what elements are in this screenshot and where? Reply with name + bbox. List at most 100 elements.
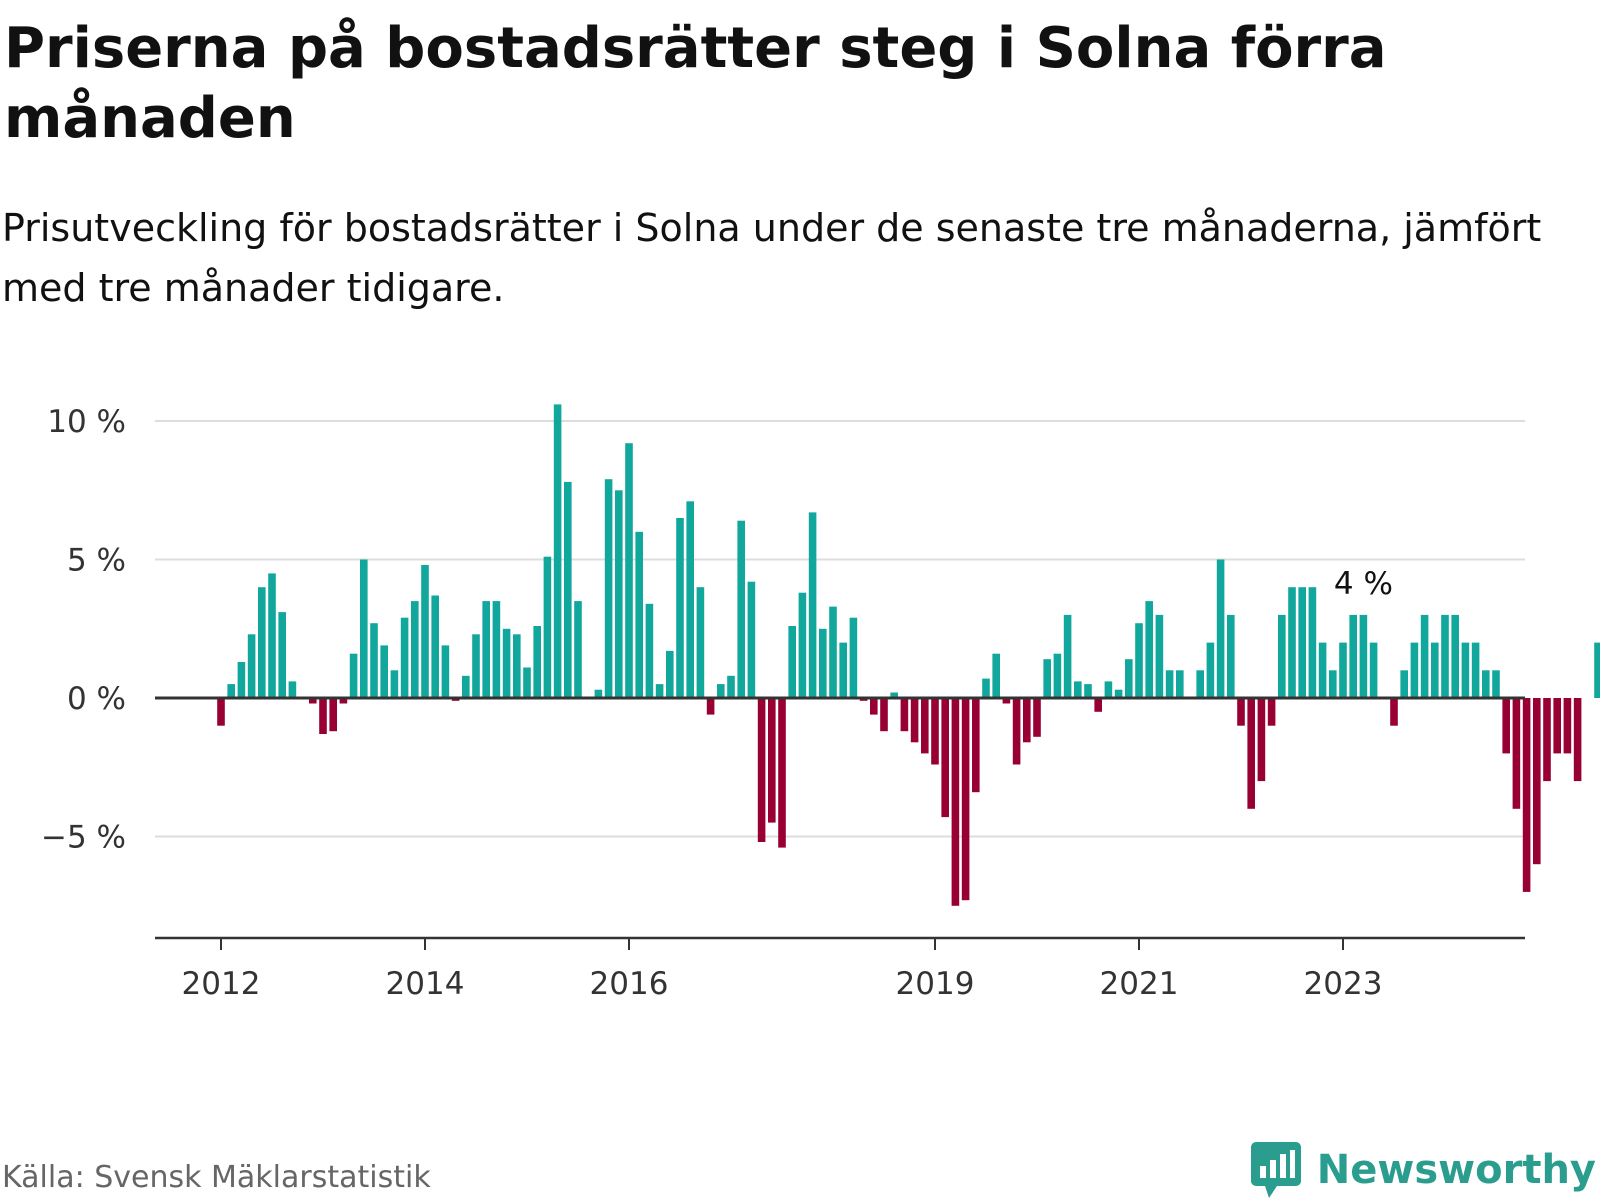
bar-positive xyxy=(1298,587,1306,698)
bar-positive xyxy=(1165,670,1174,698)
bar-negative xyxy=(941,698,949,818)
bar-positive xyxy=(482,601,490,699)
bar-positive xyxy=(1288,587,1296,698)
brand-name: Newsworthy xyxy=(1316,1147,1596,1193)
bar-positive xyxy=(829,606,837,698)
bar-positive xyxy=(1227,614,1235,698)
bar-positive xyxy=(1308,587,1317,698)
source-note: Källa: Svensk Mäklarstatistik xyxy=(2,1160,431,1195)
bar-negative xyxy=(309,698,317,704)
bar-positive xyxy=(1145,601,1153,699)
bar-positive xyxy=(594,689,603,698)
bar-positive xyxy=(666,650,674,698)
bar-negative xyxy=(1094,698,1102,712)
bar-negative xyxy=(1533,698,1541,865)
bar-positive xyxy=(1155,614,1164,698)
bar-positive xyxy=(1196,670,1204,698)
y-tick-label: 10 % xyxy=(47,404,126,440)
bar-negative xyxy=(1247,698,1255,809)
bar-negative xyxy=(757,698,766,842)
bar-positive xyxy=(564,481,572,698)
bar-positive xyxy=(1594,642,1600,698)
bar-positive xyxy=(1339,642,1347,698)
bar-negative xyxy=(870,698,878,715)
bar-positive xyxy=(1329,670,1337,698)
bar-negative xyxy=(1512,698,1521,809)
bar-negative xyxy=(1267,698,1276,726)
bar-positive xyxy=(727,675,735,698)
bar-positive xyxy=(676,518,684,698)
bar-positive xyxy=(1420,614,1429,698)
bar-positive xyxy=(737,520,745,698)
bar-positive xyxy=(992,653,1000,698)
bar-positive xyxy=(1216,559,1225,698)
bar-negative xyxy=(880,698,888,732)
x-tick-label: 2016 xyxy=(590,966,669,1002)
bar-positive xyxy=(370,623,378,698)
bar-positive xyxy=(1482,670,1490,698)
bar-negative xyxy=(1502,698,1510,754)
bar-negative xyxy=(1012,698,1021,765)
bar-negative xyxy=(910,698,919,743)
bar-negative xyxy=(1023,698,1031,743)
bar-positive xyxy=(502,628,511,699)
bar-positive xyxy=(717,684,725,698)
bar-positive xyxy=(615,490,623,699)
bar-positive xyxy=(523,667,531,698)
x-tick-label: 2023 xyxy=(1304,966,1383,1002)
bar-negative xyxy=(921,698,929,754)
bar-positive xyxy=(472,634,480,698)
x-tick-label: 2021 xyxy=(1100,966,1179,1002)
bar-positive xyxy=(390,670,399,698)
bar-negative xyxy=(778,698,786,848)
bar-negative xyxy=(1573,698,1582,782)
bar-positive xyxy=(808,512,817,698)
bar-positive xyxy=(1278,614,1286,698)
bar-positive xyxy=(288,681,297,698)
bar-positive xyxy=(421,565,429,698)
bar-negative xyxy=(1257,698,1266,782)
bar-positive xyxy=(890,692,898,698)
bar-positive xyxy=(513,634,521,698)
y-tick-label: −5 % xyxy=(41,820,126,856)
bar-positive xyxy=(400,617,409,698)
bar-positive xyxy=(533,626,541,698)
bar-chart: 10 % 5 % 0 % −5 % 2012 2014 2016 2019 2021 2023 4 … xyxy=(41,404,1600,1002)
newsworthy-logo-icon xyxy=(1250,1142,1301,1198)
bar-positive xyxy=(1104,681,1113,698)
bar-negative xyxy=(1522,698,1531,892)
bar-negative xyxy=(1002,698,1011,704)
bar-positive xyxy=(360,559,368,698)
bar-negative xyxy=(1563,698,1572,754)
y-tick-label: 0 % xyxy=(67,681,126,717)
bar-negative xyxy=(768,698,776,823)
bar-positive xyxy=(574,601,582,699)
bar-positive xyxy=(1176,670,1184,698)
bar-positive xyxy=(1206,642,1215,698)
chart-title: Priserna på bostadsrätter steg i Solna f… xyxy=(4,16,1387,151)
bar-positive xyxy=(1492,670,1500,698)
bar-positive xyxy=(1135,623,1143,698)
bar-positive xyxy=(349,653,358,698)
bar-negative xyxy=(1237,698,1245,726)
bar-negative xyxy=(319,698,327,734)
bar-negative xyxy=(931,698,939,765)
bar-positive xyxy=(1084,684,1092,698)
bar-positive xyxy=(1441,614,1449,698)
bar-positive xyxy=(788,626,796,698)
chart-subtitle: Prisutveckling för bostadsrätter i Solna… xyxy=(2,206,1542,310)
bar-positive xyxy=(1471,642,1480,698)
bar-positive xyxy=(441,645,450,698)
bar-positive xyxy=(258,587,266,698)
brand-logo: Newsworthy xyxy=(1250,1142,1596,1198)
bar-positive xyxy=(411,601,419,699)
bar-negative xyxy=(900,698,909,732)
bar-positive xyxy=(543,556,552,698)
bar-negative xyxy=(706,698,715,715)
bar-negative xyxy=(217,698,225,726)
bar-positive xyxy=(1063,614,1072,698)
bar-positive xyxy=(380,645,388,698)
bar-positive xyxy=(1043,659,1051,698)
bar-positive xyxy=(237,662,246,698)
bar-positive xyxy=(553,404,562,698)
